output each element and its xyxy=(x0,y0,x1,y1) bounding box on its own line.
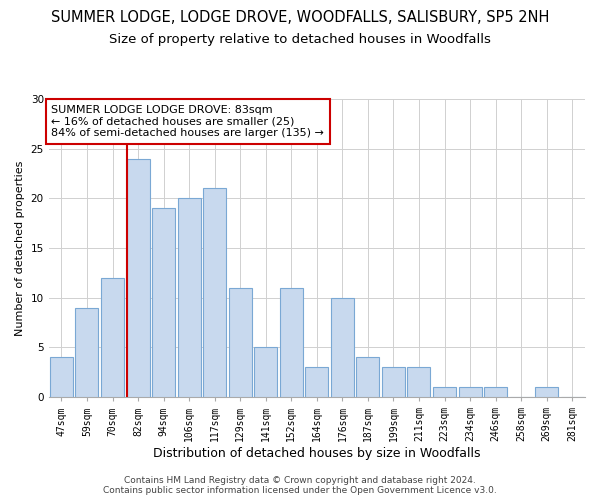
Bar xyxy=(101,278,124,397)
Bar xyxy=(152,208,175,397)
Bar xyxy=(356,358,379,397)
Bar xyxy=(305,368,328,397)
Text: Size of property relative to detached houses in Woodfalls: Size of property relative to detached ho… xyxy=(109,32,491,46)
Bar xyxy=(331,298,354,397)
Bar xyxy=(407,368,430,397)
Bar xyxy=(127,158,149,397)
Bar xyxy=(178,198,200,397)
Bar xyxy=(280,288,303,397)
Bar xyxy=(484,387,507,397)
Text: SUMMER LODGE, LODGE DROVE, WOODFALLS, SALISBURY, SP5 2NH: SUMMER LODGE, LODGE DROVE, WOODFALLS, SA… xyxy=(51,10,549,25)
Bar xyxy=(50,358,73,397)
Bar xyxy=(382,368,405,397)
X-axis label: Distribution of detached houses by size in Woodfalls: Distribution of detached houses by size … xyxy=(153,447,481,460)
Bar xyxy=(458,387,482,397)
Bar xyxy=(254,348,277,397)
Bar xyxy=(535,387,558,397)
Text: Contains HM Land Registry data © Crown copyright and database right 2024.
Contai: Contains HM Land Registry data © Crown c… xyxy=(103,476,497,495)
Bar xyxy=(76,308,98,397)
Bar xyxy=(229,288,252,397)
Y-axis label: Number of detached properties: Number of detached properties xyxy=(15,160,25,336)
Text: SUMMER LODGE LODGE DROVE: 83sqm
← 16% of detached houses are smaller (25)
84% of: SUMMER LODGE LODGE DROVE: 83sqm ← 16% of… xyxy=(52,105,324,138)
Bar xyxy=(433,387,456,397)
Bar xyxy=(203,188,226,397)
